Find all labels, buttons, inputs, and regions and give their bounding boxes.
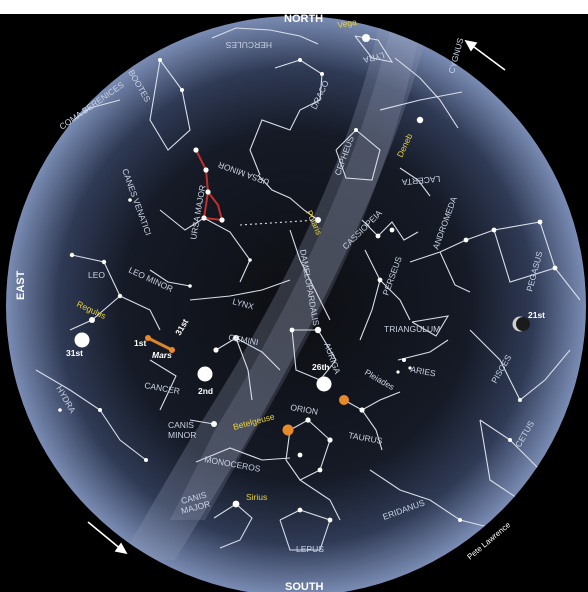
star xyxy=(315,217,321,223)
star xyxy=(188,284,192,288)
star xyxy=(458,518,462,522)
star xyxy=(298,58,302,62)
star xyxy=(98,408,102,412)
star xyxy=(508,438,512,442)
star xyxy=(402,358,406,362)
star xyxy=(233,335,239,341)
star xyxy=(69,252,75,258)
star xyxy=(377,277,383,283)
star xyxy=(205,189,211,195)
stars xyxy=(58,34,558,523)
top-white-margin xyxy=(0,0,588,14)
betelgeuse-star xyxy=(282,424,294,436)
mars-1st xyxy=(145,335,151,341)
label-east: EAST xyxy=(15,270,27,300)
star xyxy=(193,147,199,153)
moon-26th xyxy=(316,376,332,392)
star xyxy=(416,116,424,124)
label-north: NORTH xyxy=(284,13,323,25)
star xyxy=(297,452,303,458)
label-lepus: LEPUS xyxy=(296,544,324,554)
star xyxy=(180,88,184,92)
star xyxy=(463,237,469,243)
compass-labels: NORTH SOUTH EAST xyxy=(15,13,324,592)
milky-way xyxy=(120,20,430,560)
label-vega: Vega xyxy=(337,17,358,30)
star xyxy=(203,167,209,173)
star xyxy=(354,128,358,132)
star xyxy=(327,517,333,523)
constellation-lines xyxy=(35,27,581,551)
moon-21st-shadow xyxy=(516,317,530,331)
label-south: SOUTH xyxy=(285,581,324,592)
label-orion: ORION xyxy=(290,402,319,417)
star xyxy=(248,258,252,262)
star xyxy=(408,366,412,370)
label-canis-minor-1: CANIS xyxy=(168,420,194,430)
star xyxy=(201,215,207,221)
star xyxy=(144,458,148,462)
label-moon-2nd: 2nd xyxy=(198,386,213,396)
moon-2nd xyxy=(197,366,213,382)
label-hercules: HERCULES xyxy=(225,40,272,50)
star xyxy=(213,347,219,353)
star xyxy=(537,219,543,225)
label-mars-1st: 1st xyxy=(134,338,146,348)
aldebaran-star xyxy=(339,395,349,405)
star xyxy=(375,233,381,239)
star xyxy=(327,437,333,443)
label-moon-26th: 26th xyxy=(312,362,329,372)
label-leo: LEO xyxy=(88,270,105,280)
star xyxy=(128,198,132,202)
label-mars: Mars xyxy=(152,350,172,360)
star xyxy=(101,259,107,265)
star xyxy=(389,227,395,233)
star xyxy=(158,58,162,62)
highlight-stars xyxy=(145,335,349,436)
mars-31st xyxy=(169,347,175,353)
star xyxy=(219,217,225,223)
star xyxy=(289,327,295,333)
moon-31st xyxy=(74,332,90,348)
star xyxy=(552,265,558,271)
label-aries: ARIES xyxy=(410,364,437,378)
star xyxy=(396,370,400,374)
star xyxy=(297,507,303,513)
rotation-arrows xyxy=(87,39,506,555)
label-triangulum: TRIANGULUM xyxy=(384,324,440,334)
star xyxy=(58,408,62,412)
star xyxy=(317,467,323,473)
star xyxy=(232,500,240,508)
label-canis-minor-2: MINOR xyxy=(168,430,196,440)
star xyxy=(117,293,123,299)
star xyxy=(491,227,497,233)
star xyxy=(362,34,370,42)
sky-disc xyxy=(6,16,586,592)
star xyxy=(314,326,322,334)
star xyxy=(359,407,365,413)
star xyxy=(89,317,95,323)
star xyxy=(211,421,217,427)
label-moon-21st: 21st xyxy=(528,310,545,320)
label-lacerta: LACERTA xyxy=(401,174,440,187)
moons xyxy=(74,316,530,392)
star xyxy=(320,72,324,76)
label-moon-31st: 31st xyxy=(66,348,83,358)
label-sirius: Sirius xyxy=(246,492,267,502)
star xyxy=(518,398,522,402)
star xyxy=(305,417,311,423)
